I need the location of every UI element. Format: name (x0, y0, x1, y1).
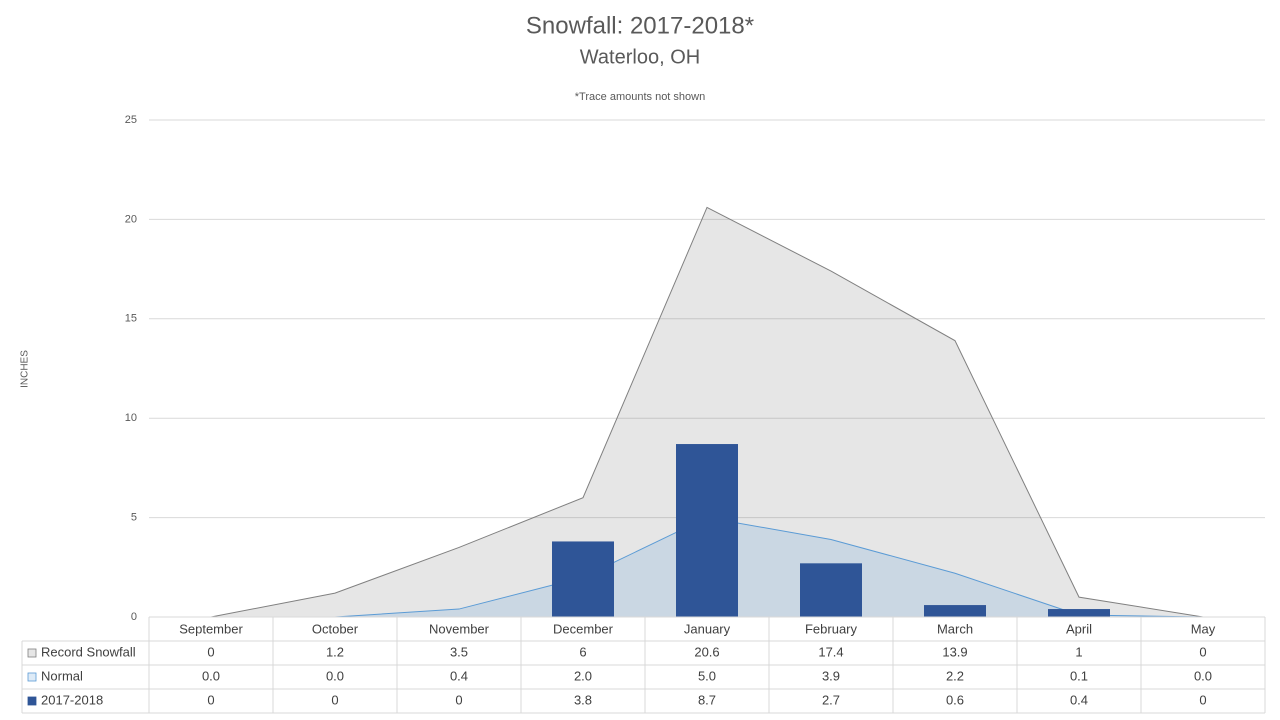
table-value: 0.1 (1070, 668, 1088, 683)
y-tick-label: 25 (125, 114, 137, 126)
table-value: 0.4 (1070, 692, 1088, 707)
table-value: 2.7 (822, 692, 840, 707)
y-tick-label: 20 (125, 213, 137, 225)
area-line (210, 206, 1204, 618)
table-value: 8.7 (698, 692, 716, 707)
table-value: 0.4 (450, 668, 468, 683)
bar (924, 605, 986, 617)
legend-label: Record Snowfall (41, 644, 136, 659)
bar (800, 563, 862, 617)
x-tick-label: November (429, 621, 490, 636)
area (211, 207, 1203, 618)
bar (552, 541, 614, 617)
table-value: 2.2 (946, 668, 964, 683)
legend-swatch (27, 648, 37, 658)
table-value: 17.4 (818, 644, 843, 659)
x-tick-label: February (805, 621, 858, 636)
x-tick-label: March (937, 621, 973, 636)
chart-subtitle: Waterloo, OH (580, 46, 700, 68)
table-value: 0.0 (202, 668, 220, 683)
table-value: 6 (579, 644, 586, 659)
legend-label: Normal (41, 668, 83, 683)
table-value: 3.9 (822, 668, 840, 683)
table-value: 0 (207, 644, 214, 659)
table-value: 0.0 (326, 668, 344, 683)
x-tick-label: October (312, 621, 359, 636)
x-tick-label: December (553, 621, 614, 636)
y-tick-label: 5 (131, 512, 137, 524)
table-value: 0 (207, 692, 214, 707)
legend-swatch (27, 672, 37, 682)
legend-swatch (27, 696, 37, 706)
y-tick-label: 10 (125, 412, 137, 424)
table-value: 5.0 (698, 668, 716, 683)
table-value: 0.0 (1194, 668, 1212, 683)
table-value: 3.5 (450, 644, 468, 659)
y-axis-label: INCHES (20, 350, 31, 388)
legend-label: 2017-2018 (41, 692, 103, 707)
x-tick-label: April (1066, 621, 1092, 636)
chart-title: Snowfall: 2017-2018* (526, 12, 754, 39)
table-value: 0 (455, 692, 462, 707)
table-value: 0 (1199, 692, 1206, 707)
y-tick-label: 0 (131, 611, 137, 623)
bar (676, 444, 738, 617)
table-value: 13.9 (942, 644, 967, 659)
table-value: 2.0 (574, 668, 592, 683)
x-tick-label: September (179, 621, 243, 636)
x-tick-label: January (684, 621, 731, 636)
table-value: 1 (1075, 644, 1082, 659)
bar (1048, 609, 1110, 617)
y-tick-label: 15 (125, 313, 137, 325)
table-value: 0 (331, 692, 338, 707)
table-value: 0 (1199, 644, 1206, 659)
annotation: *Trace amounts not shown (575, 91, 705, 103)
x-tick-label: May (1191, 621, 1216, 636)
table-value: 0.6 (946, 692, 964, 707)
table-value: 1.2 (326, 644, 344, 659)
table-value: 3.8 (574, 692, 592, 707)
table-value: 20.6 (694, 644, 719, 659)
